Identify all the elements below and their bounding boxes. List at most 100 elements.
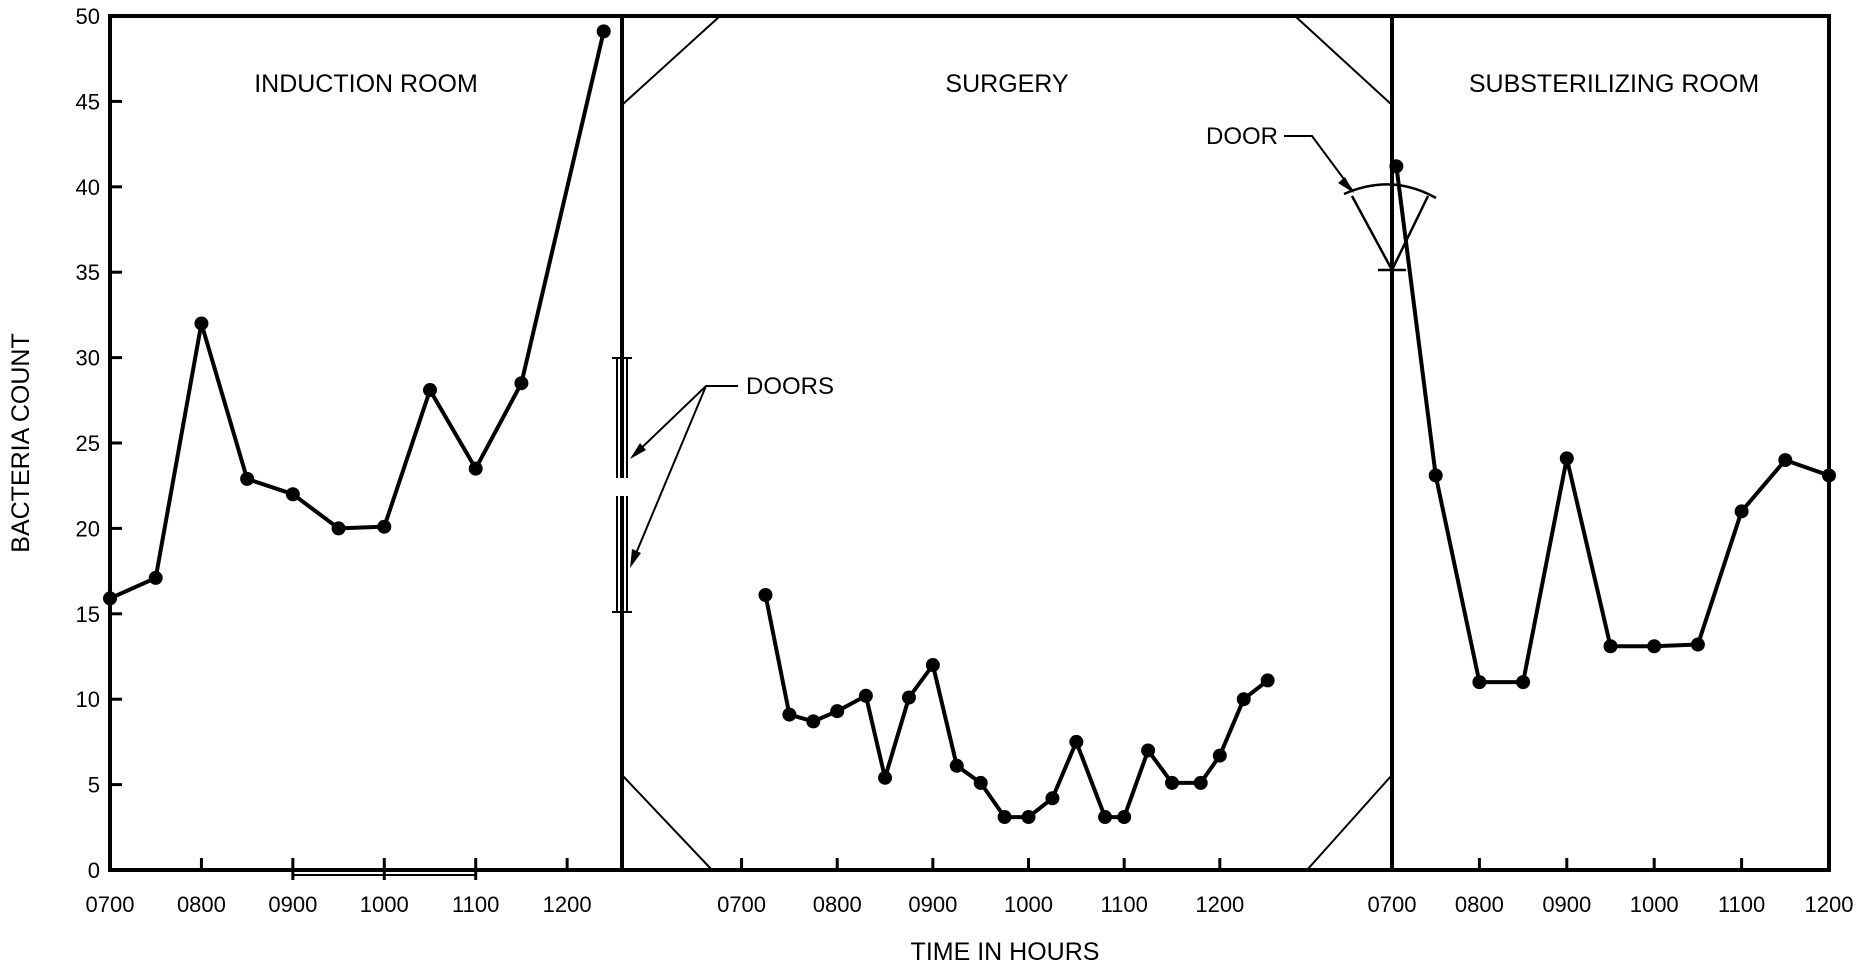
data-point — [806, 714, 821, 729]
data-point — [758, 588, 773, 603]
y-tick-label: 5 — [88, 773, 100, 798]
panel-1: INDUCTION ROOM 0700 0800 0900 1000 1100 1200 — [86, 24, 611, 917]
x-axis-title: TIME IN HOURS — [911, 938, 1100, 966]
panel-title: INDUCTION ROOM — [254, 70, 478, 98]
panel-title: SUBSTERILIZING ROOM — [1469, 70, 1759, 98]
series-line — [1394, 166, 1830, 685]
y-tick-label: 0 — [88, 858, 100, 883]
x-tick-label: 0800 — [177, 892, 226, 917]
door-leader-arrow — [1284, 135, 1353, 191]
data-point — [1021, 810, 1036, 825]
data-point — [285, 487, 300, 502]
data-point — [1260, 673, 1275, 688]
panel-2: SURGERY 0700 0800 0900 1000 1100 1200 — [717, 70, 1275, 917]
data-point — [1690, 637, 1705, 652]
plot-frame — [108, 14, 1831, 872]
x-tick-label: 0700 — [1368, 892, 1417, 917]
data-point — [1117, 810, 1132, 825]
x-tick-label: 1000 — [1004, 892, 1053, 917]
y-tick-label: 15 — [76, 602, 100, 627]
data-point — [997, 810, 1012, 825]
data-point — [1098, 810, 1113, 825]
data-point — [103, 591, 117, 606]
door-arrowhead — [1338, 177, 1354, 193]
data-point — [973, 775, 988, 790]
baseline-bracket — [291, 868, 478, 880]
surgery-corner-bottom-right — [1306, 774, 1393, 871]
y-tick-label: 40 — [76, 175, 100, 200]
x-tick-label: 0900 — [908, 892, 957, 917]
data-point — [1141, 743, 1156, 758]
y-tick-label: 25 — [76, 431, 100, 456]
x-tick-label: 0800 — [813, 892, 862, 917]
data-point — [514, 376, 529, 391]
panel-title: SURGERY — [945, 70, 1069, 98]
data-point — [1389, 159, 1404, 174]
x-tick-label: 0800 — [1455, 892, 1504, 917]
x-tick-label: 0900 — [268, 892, 317, 917]
doors-arrowhead-lower — [630, 549, 641, 568]
x-tick-label: 1100 — [452, 892, 499, 917]
surgery-corner-top-left — [621, 15, 721, 106]
data-point — [1165, 775, 1179, 790]
series-line — [763, 594, 1269, 820]
y-axis: 0 5 10 15 20 25 30 35 40 45 50 — [76, 4, 122, 883]
doors-arrowhead-upper — [630, 443, 646, 459]
y-axis-title: BACTERIA COUNT — [7, 333, 35, 552]
data-point — [949, 758, 964, 773]
doors-leader-arrows — [631, 385, 738, 564]
y-tick-label: 10 — [76, 687, 100, 712]
x-tick-label: 0900 — [1542, 892, 1591, 917]
x-tick-label: 1200 — [543, 892, 592, 917]
data-point — [1647, 639, 1662, 654]
data-point — [468, 461, 483, 476]
data-point — [1236, 692, 1251, 707]
y-tick-label: 50 — [76, 4, 100, 29]
y-tick-label: 35 — [76, 260, 100, 285]
y-tick-label: 45 — [76, 89, 100, 114]
data-point — [194, 316, 209, 331]
x-tick-label: 1100 — [1101, 892, 1148, 917]
data-point — [1734, 504, 1749, 519]
data-point — [858, 688, 873, 703]
data-point — [331, 521, 346, 536]
x-tick-label: 0700 — [717, 892, 766, 917]
data-point — [1193, 775, 1208, 790]
data-point — [1428, 468, 1443, 483]
x-tick-label: 1200 — [1805, 892, 1854, 917]
data-point — [1045, 791, 1060, 806]
panel-3: SUBSTERILIZING ROOM 0700 0800 0900 1000 1100 1… — [1368, 70, 1854, 917]
data-point — [925, 658, 940, 673]
doors-label: DOORS — [746, 373, 834, 400]
data-point — [1212, 748, 1227, 763]
data-point — [782, 707, 797, 722]
data-point — [1559, 451, 1574, 466]
data-point — [1778, 453, 1793, 468]
x-tick-label: 1000 — [360, 892, 409, 917]
data-point — [148, 570, 163, 585]
x-tick-label: 0700 — [86, 892, 135, 917]
x-tick-label: 1000 — [1630, 892, 1679, 917]
data-point — [901, 690, 916, 705]
data-point — [830, 704, 845, 719]
series-line — [109, 30, 606, 601]
surgery-corner-top-right — [1294, 15, 1393, 106]
data-point — [1472, 675, 1487, 690]
data-point — [377, 519, 392, 534]
x-tick-label: 1100 — [1718, 892, 1765, 917]
x-tick-label: 1200 — [1195, 892, 1244, 917]
y-tick-label: 20 — [76, 516, 100, 541]
door-label: DOOR — [1206, 123, 1278, 150]
data-point — [1516, 675, 1531, 690]
data-point — [1603, 639, 1618, 654]
y-tick-label: 30 — [76, 346, 100, 371]
data-point — [1822, 468, 1836, 483]
doors-symbol — [612, 357, 632, 613]
data-point — [423, 383, 437, 398]
data-point — [596, 24, 611, 39]
data-point — [878, 770, 893, 785]
surgery-corner-bottom-left — [621, 774, 713, 871]
door-symbol — [1343, 183, 1437, 272]
